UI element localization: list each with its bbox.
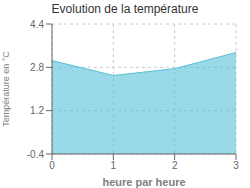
svg-text:2.8: 2.8 (30, 62, 44, 73)
svg-text:1: 1 (111, 160, 117, 171)
svg-text:-0.4: -0.4 (27, 149, 45, 160)
svg-text:1.2: 1.2 (30, 105, 44, 116)
svg-text:Température en °C: Température en °C (8, 51, 11, 127)
html-text:Evolution de la température: Evolution de la température (51, 2, 199, 16)
svg-text:0: 0 (49, 160, 55, 171)
svg-text:2: 2 (172, 160, 178, 171)
svg-text:4.4: 4.4 (30, 19, 44, 30)
svg-text:3: 3 (233, 160, 239, 171)
svg-text:heure par heure: heure par heure (102, 176, 185, 188)
